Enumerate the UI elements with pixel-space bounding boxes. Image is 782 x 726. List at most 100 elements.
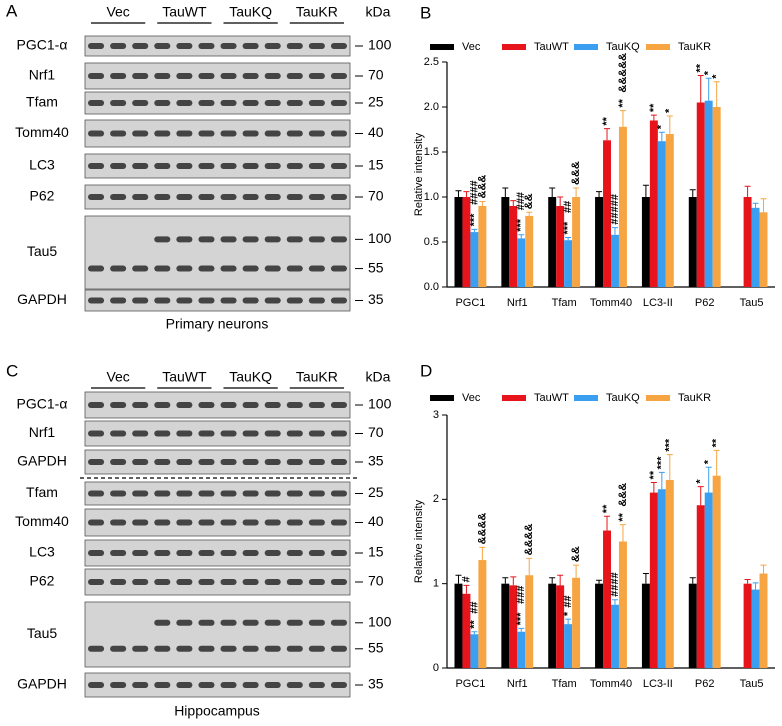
error-bar — [760, 564, 767, 574]
protein-label: Tomm40 — [15, 513, 69, 529]
band — [154, 430, 171, 437]
significance-mark: &&&& — [476, 513, 488, 545]
band — [88, 297, 105, 304]
bar — [595, 583, 604, 668]
band — [330, 130, 347, 137]
error-bar — [526, 557, 533, 576]
significance-mark: * — [562, 611, 574, 616]
significance-mark: ** — [711, 438, 723, 447]
band — [330, 682, 347, 688]
significance-mark: # — [460, 576, 472, 582]
error-bar — [526, 211, 533, 216]
blot-strip — [84, 215, 351, 290]
bar — [603, 530, 611, 668]
band — [242, 100, 259, 106]
band — [286, 490, 303, 497]
protein-label: Tfam — [26, 94, 58, 110]
band — [308, 459, 325, 465]
bar — [712, 475, 721, 668]
significance-mark: * — [703, 459, 715, 464]
kda-label: 35 — [368, 676, 384, 692]
bar — [501, 197, 510, 287]
kda-label: 55 — [368, 259, 384, 275]
y-tick-label: 0 — [433, 662, 439, 674]
bar — [657, 489, 666, 668]
band — [286, 682, 303, 688]
protein-label: Nrf1 — [29, 424, 56, 440]
band — [110, 163, 127, 169]
significance-mark: * — [695, 479, 707, 484]
blot-strip — [84, 568, 351, 596]
band — [330, 645, 347, 652]
bar — [509, 206, 518, 287]
legend-label: TauKR — [678, 392, 711, 404]
bar — [517, 238, 526, 287]
band — [330, 430, 347, 437]
band — [286, 619, 303, 626]
band — [198, 43, 215, 49]
unit-label: kDa — [366, 369, 391, 385]
error-bar — [752, 582, 759, 590]
band — [132, 130, 149, 137]
significance-mark: ** — [468, 619, 480, 628]
protein-label: PGC1-α — [17, 37, 68, 53]
x-tick-label: Nrf1 — [507, 297, 528, 309]
band — [110, 645, 127, 652]
protein-label: Tau5 — [27, 243, 58, 259]
band — [176, 194, 193, 200]
error-bar — [705, 466, 712, 493]
band — [242, 163, 259, 169]
error-bar — [565, 237, 572, 241]
x-tick-label: Tau5 — [740, 297, 764, 309]
band — [88, 163, 105, 169]
bar — [470, 232, 479, 287]
bar — [641, 197, 650, 287]
error-bar — [697, 75, 704, 103]
bar — [657, 141, 666, 287]
group-label: TauKR — [296, 4, 338, 20]
significance-mark: ## — [562, 595, 574, 607]
band — [176, 490, 193, 497]
band — [154, 682, 171, 688]
band — [132, 459, 149, 465]
band — [88, 459, 105, 465]
band — [286, 579, 303, 585]
band — [308, 682, 325, 688]
error-bar — [689, 189, 696, 197]
legend-label: TauKQ — [606, 392, 640, 404]
error-bar — [596, 579, 603, 584]
band — [110, 265, 127, 272]
band — [88, 194, 105, 200]
band — [242, 459, 259, 465]
band — [198, 100, 215, 106]
error-bar — [619, 110, 626, 127]
significance-mark: *** — [468, 213, 480, 227]
bar — [649, 120, 658, 287]
bar — [548, 197, 557, 287]
bar — [525, 575, 534, 668]
band — [308, 163, 325, 169]
band — [176, 579, 193, 585]
bar — [517, 631, 526, 668]
band — [198, 430, 215, 437]
kda-label: 55 — [368, 640, 384, 656]
band — [132, 430, 149, 437]
significance-mark: *** — [664, 438, 676, 452]
band — [198, 402, 215, 408]
band — [88, 130, 105, 137]
band — [220, 430, 237, 437]
kda-label: 70 — [368, 424, 384, 440]
band — [330, 100, 347, 106]
bar — [688, 583, 697, 668]
band — [110, 579, 127, 585]
band — [264, 100, 281, 106]
significance-mark: &&&&& — [617, 53, 629, 93]
legend-label: TauWT — [534, 392, 569, 404]
bar — [509, 585, 518, 668]
bar — [704, 100, 713, 287]
band — [242, 43, 259, 49]
band — [110, 459, 127, 465]
band — [286, 130, 303, 137]
bar — [478, 206, 487, 287]
band — [88, 579, 105, 585]
